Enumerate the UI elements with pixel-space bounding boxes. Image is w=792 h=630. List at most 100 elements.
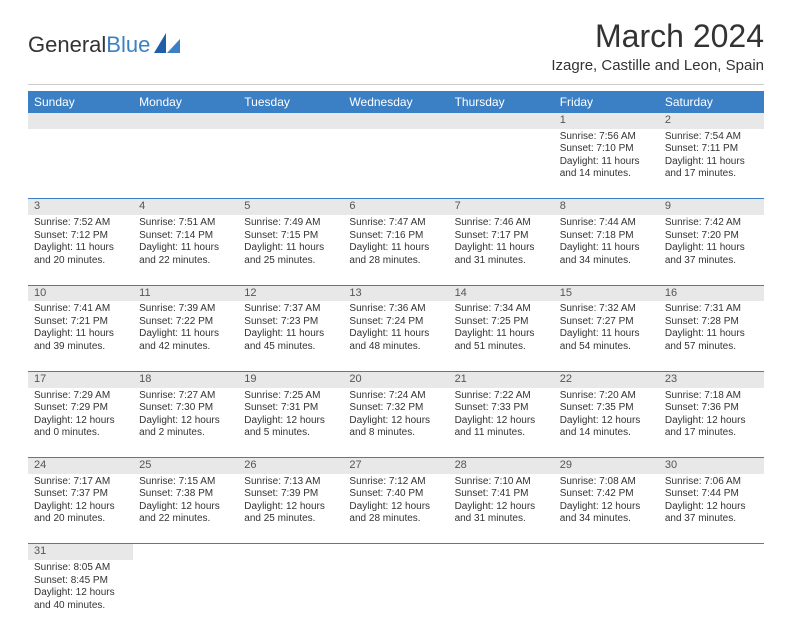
day-number: 11 bbox=[133, 285, 238, 301]
day-info: Sunrise: 7:22 AMSunset: 7:33 PMDaylight:… bbox=[449, 388, 554, 444]
day-info: Sunrise: 7:13 AMSunset: 7:39 PMDaylight:… bbox=[238, 474, 343, 530]
sunset-text: Sunset: 7:12 PM bbox=[34, 230, 127, 243]
day-number: 16 bbox=[659, 285, 764, 301]
daylight-text: Daylight: 11 hours and 20 minutes. bbox=[34, 242, 127, 267]
sunrise-text: Sunrise: 7:18 AM bbox=[665, 390, 758, 403]
day-number: 27 bbox=[343, 458, 448, 474]
sunset-text: Sunset: 7:14 PM bbox=[139, 230, 232, 243]
day-info: Sunrise: 7:06 AMSunset: 7:44 PMDaylight:… bbox=[659, 474, 764, 530]
day-number: 10 bbox=[28, 285, 133, 301]
day-number bbox=[238, 113, 343, 129]
daylight-text: Daylight: 11 hours and 39 minutes. bbox=[34, 328, 127, 353]
daylight-text: Daylight: 12 hours and 0 minutes. bbox=[34, 415, 127, 440]
day-cell: Sunrise: 7:27 AMSunset: 7:30 PMDaylight:… bbox=[133, 388, 238, 458]
weekday-header: Saturday bbox=[659, 91, 764, 113]
day-info: Sunrise: 7:51 AMSunset: 7:14 PMDaylight:… bbox=[133, 215, 238, 271]
daylight-text: Daylight: 12 hours and 8 minutes. bbox=[349, 415, 442, 440]
day-number bbox=[133, 113, 238, 129]
day-cell bbox=[343, 560, 448, 630]
day-cell: Sunrise: 7:08 AMSunset: 7:42 PMDaylight:… bbox=[554, 474, 659, 544]
day-number: 26 bbox=[238, 458, 343, 474]
day-info: Sunrise: 7:24 AMSunset: 7:32 PMDaylight:… bbox=[343, 388, 448, 444]
sunrise-text: Sunrise: 7:25 AM bbox=[244, 390, 337, 403]
day-number: 23 bbox=[659, 371, 764, 387]
day-info: Sunrise: 7:37 AMSunset: 7:23 PMDaylight:… bbox=[238, 301, 343, 357]
day-cell: Sunrise: 8:05 AMSunset: 8:45 PMDaylight:… bbox=[28, 560, 133, 630]
day-number: 8 bbox=[554, 199, 659, 215]
day-cell bbox=[28, 129, 133, 199]
daylight-text: Daylight: 12 hours and 5 minutes. bbox=[244, 415, 337, 440]
day-cell bbox=[554, 560, 659, 630]
day-info: Sunrise: 7:08 AMSunset: 7:42 PMDaylight:… bbox=[554, 474, 659, 530]
sunrise-text: Sunrise: 7:52 AM bbox=[34, 217, 127, 230]
sunrise-text: Sunrise: 7:51 AM bbox=[139, 217, 232, 230]
day-info: Sunrise: 7:36 AMSunset: 7:24 PMDaylight:… bbox=[343, 301, 448, 357]
sunrise-text: Sunrise: 7:29 AM bbox=[34, 390, 127, 403]
weekday-header: Monday bbox=[133, 91, 238, 113]
day-info: Sunrise: 7:20 AMSunset: 7:35 PMDaylight:… bbox=[554, 388, 659, 444]
daynum-row: 24252627282930 bbox=[28, 458, 764, 474]
sunset-text: Sunset: 7:15 PM bbox=[244, 230, 337, 243]
daylight-text: Daylight: 12 hours and 28 minutes. bbox=[349, 501, 442, 526]
sunset-text: Sunset: 7:44 PM bbox=[665, 488, 758, 501]
day-number bbox=[449, 113, 554, 129]
sunrise-text: Sunrise: 7:08 AM bbox=[560, 476, 653, 489]
weekday-header: Sunday bbox=[28, 91, 133, 113]
day-cell bbox=[449, 129, 554, 199]
sunrise-text: Sunrise: 7:42 AM bbox=[665, 217, 758, 230]
weekday-header: Tuesday bbox=[238, 91, 343, 113]
day-info: Sunrise: 7:34 AMSunset: 7:25 PMDaylight:… bbox=[449, 301, 554, 357]
sunset-text: Sunset: 7:36 PM bbox=[665, 402, 758, 415]
day-info: Sunrise: 7:41 AMSunset: 7:21 PMDaylight:… bbox=[28, 301, 133, 357]
daylight-text: Daylight: 12 hours and 37 minutes. bbox=[665, 501, 758, 526]
day-cell: Sunrise: 7:29 AMSunset: 7:29 PMDaylight:… bbox=[28, 388, 133, 458]
sunrise-text: Sunrise: 7:49 AM bbox=[244, 217, 337, 230]
info-row: Sunrise: 7:17 AMSunset: 7:37 PMDaylight:… bbox=[28, 474, 764, 544]
day-cell: Sunrise: 7:32 AMSunset: 7:27 PMDaylight:… bbox=[554, 301, 659, 371]
day-cell: Sunrise: 7:51 AMSunset: 7:14 PMDaylight:… bbox=[133, 215, 238, 285]
day-info: Sunrise: 7:31 AMSunset: 7:28 PMDaylight:… bbox=[659, 301, 764, 357]
day-cell: Sunrise: 7:18 AMSunset: 7:36 PMDaylight:… bbox=[659, 388, 764, 458]
sunset-text: Sunset: 7:25 PM bbox=[455, 316, 548, 329]
day-number bbox=[659, 544, 764, 560]
sunrise-text: Sunrise: 7:37 AM bbox=[244, 303, 337, 316]
day-number: 6 bbox=[343, 199, 448, 215]
sunset-text: Sunset: 7:17 PM bbox=[455, 230, 548, 243]
day-number: 4 bbox=[133, 199, 238, 215]
weekday-header-row: Sunday Monday Tuesday Wednesday Thursday… bbox=[28, 91, 764, 113]
brand-part2: Blue bbox=[106, 32, 150, 58]
info-row: Sunrise: 7:52 AMSunset: 7:12 PMDaylight:… bbox=[28, 215, 764, 285]
location-subtitle: Izagre, Castille and Leon, Spain bbox=[551, 57, 764, 74]
day-cell: Sunrise: 7:42 AMSunset: 7:20 PMDaylight:… bbox=[659, 215, 764, 285]
sunset-text: Sunset: 7:21 PM bbox=[34, 316, 127, 329]
day-number: 20 bbox=[343, 371, 448, 387]
sunrise-text: Sunrise: 7:39 AM bbox=[139, 303, 232, 316]
day-cell: Sunrise: 7:34 AMSunset: 7:25 PMDaylight:… bbox=[449, 301, 554, 371]
day-info: Sunrise: 8:05 AMSunset: 8:45 PMDaylight:… bbox=[28, 560, 133, 616]
day-number bbox=[133, 544, 238, 560]
day-cell bbox=[133, 560, 238, 630]
day-cell: Sunrise: 7:10 AMSunset: 7:41 PMDaylight:… bbox=[449, 474, 554, 544]
day-info: Sunrise: 7:29 AMSunset: 7:29 PMDaylight:… bbox=[28, 388, 133, 444]
sunset-text: Sunset: 7:39 PM bbox=[244, 488, 337, 501]
sunrise-text: Sunrise: 7:22 AM bbox=[455, 390, 548, 403]
day-info: Sunrise: 7:18 AMSunset: 7:36 PMDaylight:… bbox=[659, 388, 764, 444]
daylight-text: Daylight: 11 hours and 22 minutes. bbox=[139, 242, 232, 267]
daylight-text: Daylight: 12 hours and 34 minutes. bbox=[560, 501, 653, 526]
sunrise-text: Sunrise: 7:13 AM bbox=[244, 476, 337, 489]
day-number: 17 bbox=[28, 371, 133, 387]
daynum-row: 10111213141516 bbox=[28, 285, 764, 301]
weekday-header: Thursday bbox=[449, 91, 554, 113]
day-cell: Sunrise: 7:13 AMSunset: 7:39 PMDaylight:… bbox=[238, 474, 343, 544]
day-number: 21 bbox=[449, 371, 554, 387]
day-cell: Sunrise: 7:37 AMSunset: 7:23 PMDaylight:… bbox=[238, 301, 343, 371]
daylight-text: Daylight: 11 hours and 34 minutes. bbox=[560, 242, 653, 267]
day-cell: Sunrise: 7:25 AMSunset: 7:31 PMDaylight:… bbox=[238, 388, 343, 458]
sunrise-text: Sunrise: 7:47 AM bbox=[349, 217, 442, 230]
day-number: 22 bbox=[554, 371, 659, 387]
day-info: Sunrise: 7:54 AMSunset: 7:11 PMDaylight:… bbox=[659, 129, 764, 185]
daylight-text: Daylight: 12 hours and 25 minutes. bbox=[244, 501, 337, 526]
daylight-text: Daylight: 11 hours and 37 minutes. bbox=[665, 242, 758, 267]
sunset-text: Sunset: 7:23 PM bbox=[244, 316, 337, 329]
sail-icon bbox=[154, 33, 180, 53]
